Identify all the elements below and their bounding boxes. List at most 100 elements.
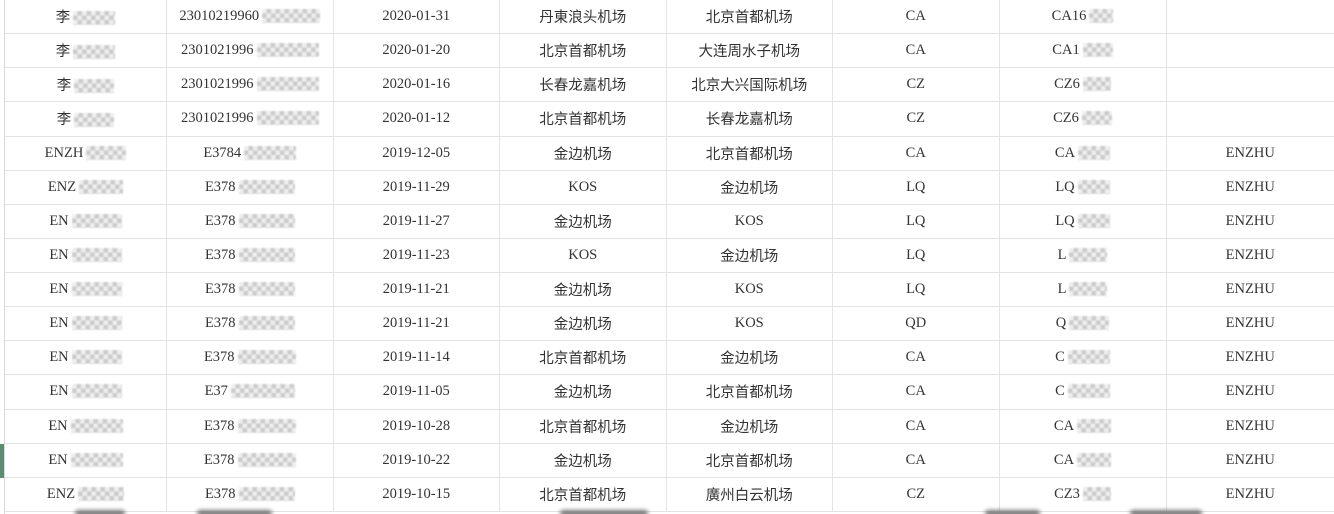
cell-airline-code[interactable]: CA xyxy=(833,0,1000,34)
cell-flight-date[interactable]: 2020-01-31 xyxy=(334,0,500,34)
cell-arrival-airport[interactable]: KOS xyxy=(667,307,833,341)
cell-flight-number[interactable]: C xyxy=(1000,375,1167,409)
cell-airline-code[interactable]: CZ xyxy=(833,102,1000,136)
cell-tail-name[interactable] xyxy=(1167,34,1334,67)
cell-airline-code[interactable]: CZ xyxy=(833,477,1000,511)
cell-tail-name[interactable] xyxy=(1167,102,1334,135)
cell-arrival-airport[interactable]: 金边机场 xyxy=(667,409,833,443)
cell-departure-airport[interactable]: 长春龙嘉机场 xyxy=(500,68,667,102)
cell-tail-name[interactable] xyxy=(1167,68,1334,101)
cell-flight-number[interactable]: LQ xyxy=(1000,170,1167,204)
cell-flight-date[interactable]: 2019-11-05 xyxy=(334,375,500,409)
cell-flight-date[interactable]: 2019-10-22 xyxy=(334,443,500,477)
cell-airline-code[interactable]: LQ xyxy=(833,204,1000,238)
cell-airline-code[interactable]: CA xyxy=(833,375,1000,409)
cell-flight-number[interactable]: Q xyxy=(1000,307,1167,341)
cell-flight-date[interactable]: 2019-11-14 xyxy=(334,341,500,375)
cell-flight-number[interactable]: LQ xyxy=(1000,204,1167,238)
cell-id-number[interactable]: E3784 xyxy=(167,136,334,170)
cell-flight-number[interactable]: CZ6 xyxy=(1000,68,1167,102)
cell-id-number[interactable]: E37 xyxy=(167,375,334,409)
cell-tail-name[interactable]: ENZHU xyxy=(1167,478,1334,511)
table-row[interactable]: EN E378 2019-10-28 北京首都机场 金边机场 CA CA ENZ… xyxy=(5,409,1334,444)
cell-departure-airport[interactable]: 北京首都机场 xyxy=(500,102,667,136)
cell-tail-name[interactable]: ENZHU xyxy=(1167,205,1334,238)
cell-airline-code[interactable]: CA xyxy=(833,341,1000,375)
cell-name[interactable]: ENZ xyxy=(5,477,167,511)
cell-airline-code[interactable]: LQ xyxy=(833,238,1000,272)
cell-tail-name[interactable]: ENZHU xyxy=(1167,239,1334,272)
cell-flight-number[interactable]: CZ6 xyxy=(1000,102,1167,136)
cell-arrival-airport[interactable]: 北京首都机场 xyxy=(667,375,833,409)
cell-flight-date[interactable]: 2019-11-27 xyxy=(334,204,500,238)
cell-airline-code[interactable]: CA xyxy=(833,34,1000,68)
cell-flight-date[interactable]: 2019-12-05 xyxy=(334,136,500,170)
cell-id-number[interactable]: E378 xyxy=(167,273,334,307)
table-row[interactable]: 李 2301021996 2020-01-12 北京首都机场 长春龙嘉机场 CZ… xyxy=(5,102,1334,137)
cell-arrival-airport[interactable]: 北京首都机场 xyxy=(667,136,833,170)
cell-arrival-airport[interactable]: 北京首都机场 xyxy=(667,443,833,477)
cell-tail-name[interactable]: ENZHU xyxy=(1167,273,1334,306)
cell-name[interactable]: 李 xyxy=(5,68,167,102)
cell-departure-airport[interactable]: KOS xyxy=(500,238,667,272)
cell-id-number[interactable]: 23010219960 xyxy=(167,0,334,34)
cell-flight-number[interactable]: CZ3 xyxy=(1000,477,1167,511)
table-row[interactable]: 李 2301021996 2020-01-16 长春龙嘉机场 北京大兴国际机场 … xyxy=(5,68,1334,103)
cell-id-number[interactable]: E378 xyxy=(167,204,334,238)
cell-arrival-airport[interactable]: KOS xyxy=(667,273,833,307)
cell-flight-date[interactable]: 2019-11-21 xyxy=(334,273,500,307)
table-row[interactable]: ENZH E3784 2019-12-05 金边机场 北京首都机场 CA CA … xyxy=(5,136,1334,171)
cell-arrival-airport[interactable]: 北京大兴国际机场 xyxy=(667,68,833,102)
cell-departure-airport[interactable]: 北京首都机场 xyxy=(500,34,667,68)
cell-id-number[interactable]: 2301021996 xyxy=(167,102,334,136)
cell-arrival-airport[interactable]: 金边机场 xyxy=(667,238,833,272)
cell-airline-code[interactable]: CA xyxy=(833,136,1000,170)
cell-id-number[interactable]: E378 xyxy=(167,307,334,341)
cell-tail-name[interactable]: ENZHU xyxy=(1167,307,1334,340)
table-row[interactable]: 李 23010219960 2020-01-31 丹東浪头机场 北京首都机场 C… xyxy=(5,0,1334,35)
cell-name[interactable]: 李 xyxy=(5,0,167,34)
cell-flight-date[interactable]: 2020-01-20 xyxy=(334,34,500,68)
table-row[interactable]: EN E378 2019-11-23 KOS 金边机场 LQ L ENZHU xyxy=(5,238,1334,273)
cell-arrival-airport[interactable]: 北京首都机场 xyxy=(667,0,833,34)
cell-name[interactable]: 李 xyxy=(5,34,167,68)
cell-flight-number[interactable]: CA xyxy=(1000,136,1167,170)
cell-flight-number[interactable]: L xyxy=(1000,273,1167,307)
cell-airline-code[interactable]: LQ xyxy=(833,170,1000,204)
cell-departure-airport[interactable]: 丹東浪头机场 xyxy=(500,0,667,34)
cell-flight-number[interactable]: L xyxy=(1000,238,1167,272)
cell-name[interactable]: EN xyxy=(5,307,167,341)
cell-departure-airport[interactable]: 金边机场 xyxy=(500,204,667,238)
cell-name[interactable]: ENZ xyxy=(5,170,167,204)
cell-tail-name[interactable]: ENZHU xyxy=(1167,375,1334,408)
table-row[interactable]: ENZ E378 2019-11-29 KOS 金边机场 LQ LQ ENZHU xyxy=(5,170,1334,205)
table-row[interactable]: ENZ E378 2019-10-15 北京首都机场 廣州白云机场 CZ CZ3… xyxy=(5,477,1334,512)
cell-name[interactable]: 李 xyxy=(5,102,167,136)
cell-name[interactable]: EN xyxy=(5,409,167,443)
table-row[interactable]: EN E378 2019-11-21 金边机场 KOS LQ L ENZHU xyxy=(5,273,1334,308)
cell-id-number[interactable]: 2301021996 xyxy=(167,68,334,102)
table-row[interactable]: EN E37 2019-11-05 金边机场 北京首都机场 CA C ENZHU xyxy=(5,375,1334,410)
table-row[interactable]: EN E378 2019-11-27 金边机场 KOS LQ LQ ENZHU xyxy=(5,204,1334,239)
cell-flight-date[interactable]: 2020-01-12 xyxy=(334,102,500,136)
cell-departure-airport[interactable]: 金边机场 xyxy=(500,136,667,170)
cell-id-number[interactable]: E378 xyxy=(167,477,334,511)
table-row[interactable]: EN E378 2019-10-22 金边机场 北京首都机场 CA CA ENZ… xyxy=(5,443,1334,478)
cell-id-number[interactable]: E378 xyxy=(167,238,334,272)
cell-name[interactable]: EN xyxy=(5,273,167,307)
table-row[interactable]: 李 2301021996 2020-01-20 北京首都机场 大连周水子机场 C… xyxy=(5,34,1334,69)
table-row[interactable]: EN E378 2019-11-14 北京首都机场 金边机场 CA C ENZH… xyxy=(5,341,1334,376)
cell-arrival-airport[interactable]: KOS xyxy=(667,204,833,238)
cell-flight-date[interactable]: 2019-10-28 xyxy=(334,409,500,443)
cell-flight-number[interactable]: CA1 xyxy=(1000,34,1167,68)
cell-arrival-airport[interactable]: 金边机场 xyxy=(667,170,833,204)
cell-flight-number[interactable]: CA xyxy=(1000,409,1167,443)
cell-airline-code[interactable]: QD xyxy=(833,307,1000,341)
cell-name[interactable]: EN xyxy=(5,443,167,477)
cell-flight-number[interactable]: CA16 xyxy=(1000,0,1167,34)
cell-arrival-airport[interactable]: 金边机场 xyxy=(667,341,833,375)
cell-name[interactable]: ENZH xyxy=(5,136,167,170)
cell-arrival-airport[interactable]: 廣州白云机场 xyxy=(667,477,833,511)
cell-name[interactable]: EN xyxy=(5,204,167,238)
cell-departure-airport[interactable]: 金边机场 xyxy=(500,273,667,307)
